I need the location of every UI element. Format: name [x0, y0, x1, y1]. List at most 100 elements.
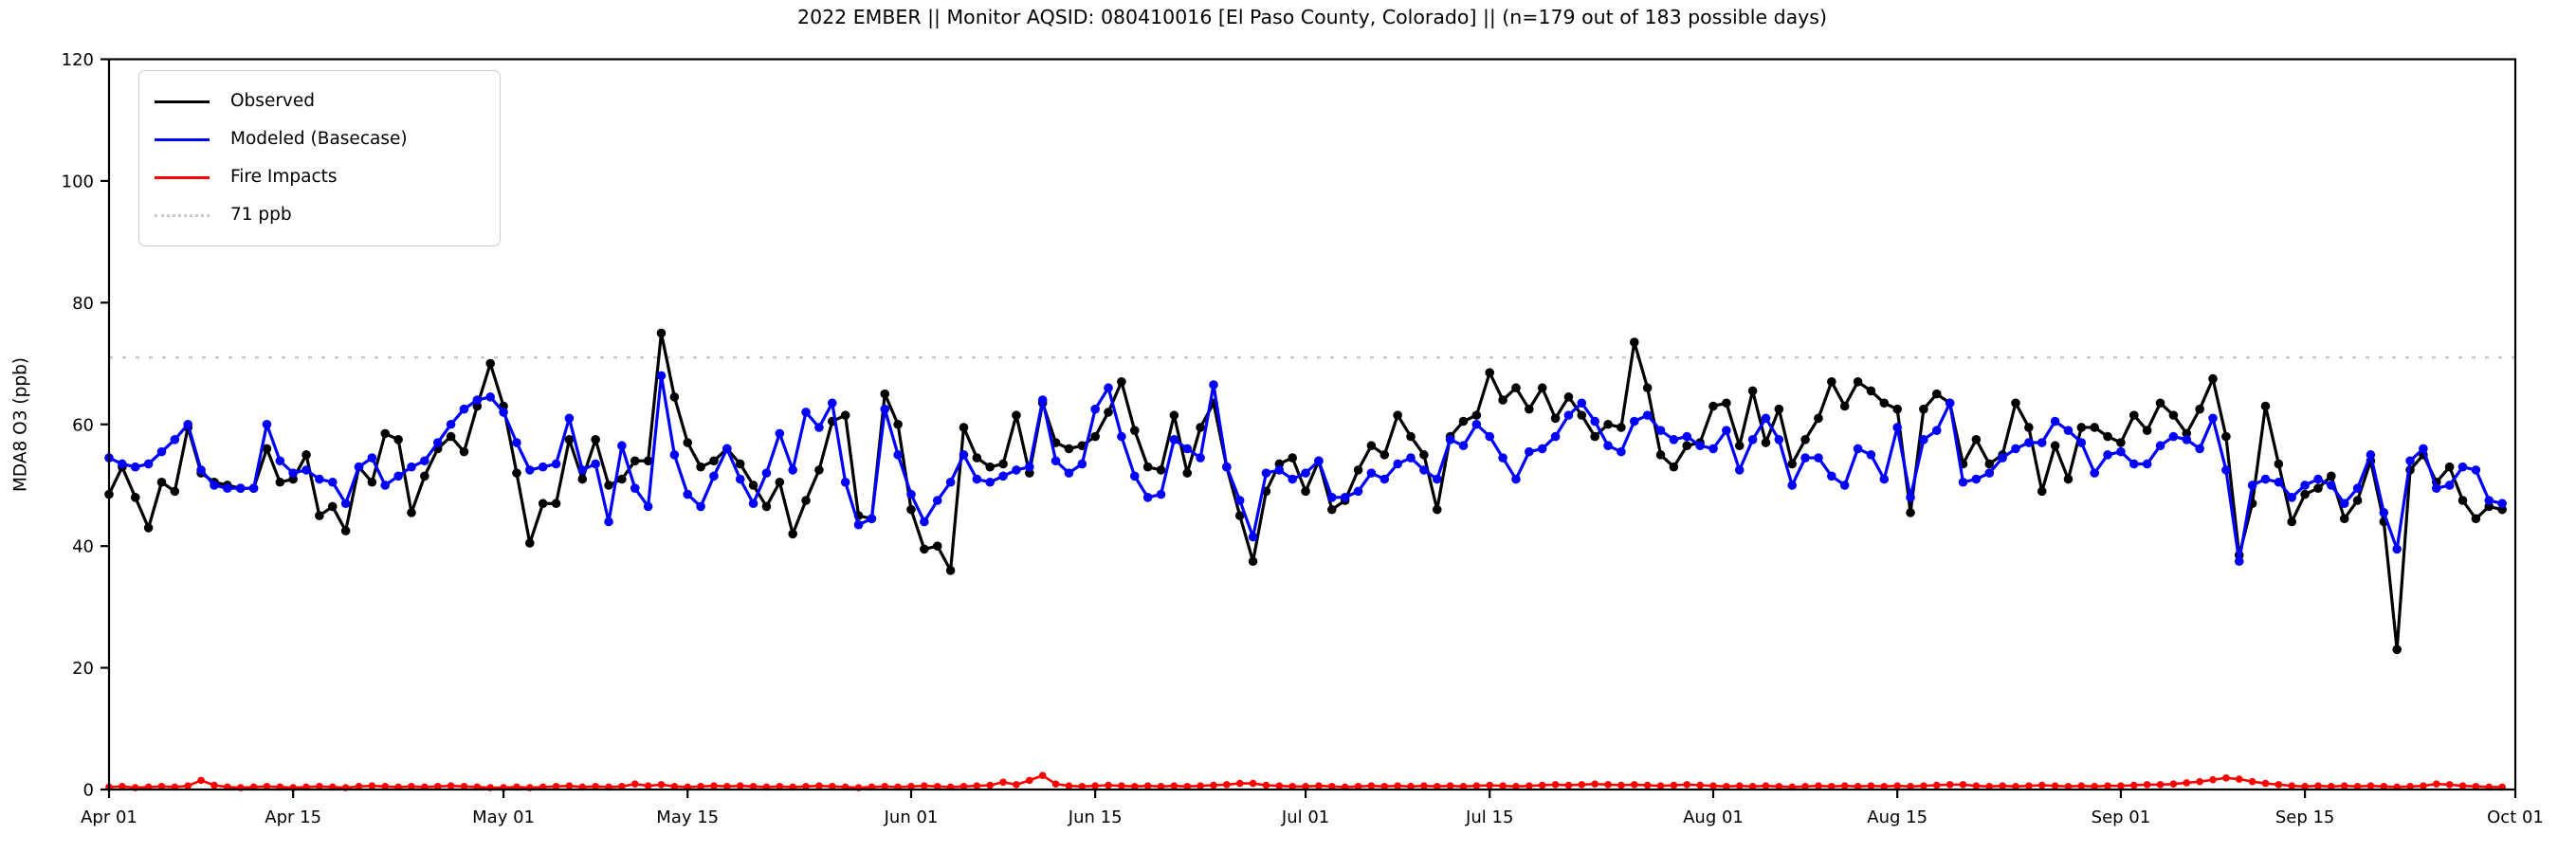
point-modeled — [577, 465, 588, 475]
point-observed — [2352, 496, 2363, 505]
point-modeled — [1525, 446, 1534, 457]
legend: Observed Modeled (Basecase) Fire Impacts… — [138, 70, 501, 246]
point-observed — [1629, 337, 1639, 347]
point-fire — [697, 782, 704, 790]
point-observed — [327, 501, 338, 512]
point-modeled — [1248, 532, 1258, 542]
x-tick-label: May 15 — [656, 808, 719, 827]
point-modeled — [1511, 474, 1521, 484]
point-fire — [1143, 782, 1152, 789]
point-modeled — [827, 398, 837, 408]
point-modeled — [1327, 493, 1337, 502]
point-modeled — [1142, 493, 1153, 502]
point-observed — [1379, 450, 1390, 460]
point-modeled — [1814, 453, 1823, 463]
point-observed — [748, 481, 758, 490]
point-fire — [355, 782, 363, 790]
point-observed — [1498, 395, 1507, 405]
point-fire — [670, 782, 679, 790]
point-fire — [2288, 782, 2296, 789]
point-observed — [2300, 489, 2310, 499]
point-fire — [2156, 781, 2165, 789]
point-modeled — [1550, 431, 1561, 442]
point-modeled — [920, 517, 929, 527]
point-observed — [1064, 444, 1074, 454]
point-modeled — [1366, 468, 1377, 478]
point-modeled — [315, 474, 324, 484]
point-fire — [1354, 782, 1362, 790]
x-tick-label: May 01 — [472, 808, 535, 827]
point-modeled — [1471, 419, 1482, 429]
point-observed — [2076, 423, 2087, 432]
point-modeled — [1182, 444, 1193, 454]
point-observed — [932, 541, 942, 551]
point-observed — [262, 444, 272, 454]
point-modeled — [1945, 398, 1955, 408]
point-observed — [1919, 404, 1928, 414]
point-fire — [1775, 782, 1783, 790]
y-tick-label: 120 — [62, 50, 94, 70]
point-fire — [921, 782, 928, 789]
point-fire — [2275, 781, 2283, 789]
point-fire — [1538, 781, 1546, 789]
point-fire — [1893, 782, 1901, 789]
point-modeled — [248, 483, 259, 493]
point-modeled — [1984, 468, 1995, 478]
point-modeled — [2379, 508, 2389, 517]
point-modeled — [945, 477, 956, 487]
point-observed — [1906, 508, 1915, 517]
point-observed — [630, 456, 640, 466]
point-fire — [197, 776, 205, 785]
point-fire — [1815, 782, 1822, 789]
point-modeled — [2366, 450, 2376, 460]
point-modeled — [604, 517, 613, 527]
point-fire — [1091, 782, 1099, 789]
point-fire — [1709, 782, 1717, 789]
point-modeled — [1261, 468, 1271, 478]
point-fire — [1578, 781, 1586, 789]
point-observed — [2208, 373, 2218, 384]
point-fire — [592, 782, 599, 790]
point-fire — [933, 782, 941, 790]
point-fire — [2314, 782, 2322, 789]
point-observed — [998, 459, 1008, 469]
legend-item-modeled: Modeled (Basecase) — [155, 120, 484, 158]
point-fire — [1656, 782, 1665, 789]
point-fire — [1630, 781, 1638, 789]
point-modeled — [1077, 459, 1087, 469]
threshold-line-sample — [155, 213, 210, 217]
chart-title: 2022 EMBER || Monitor AQSID: 080410016 [… — [797, 6, 1827, 28]
point-modeled — [1787, 481, 1798, 490]
point-fire — [1118, 782, 1125, 789]
point-modeled — [1774, 435, 1784, 445]
point-observed — [1288, 453, 1297, 463]
point-modeled — [2471, 465, 2481, 475]
point-observed — [2090, 423, 2099, 432]
point-observed — [170, 486, 180, 497]
point-modeled — [1432, 474, 1442, 484]
point-modeled — [354, 462, 364, 472]
point-modeled — [1998, 453, 2007, 463]
point-fire — [2051, 782, 2059, 789]
point-modeled — [1156, 489, 1166, 499]
point-observed — [340, 526, 351, 535]
point-modeled — [2155, 441, 2165, 451]
point-modeled — [2444, 481, 2455, 490]
point-modeled — [1025, 462, 1034, 472]
point-observed — [1682, 441, 1692, 451]
point-fire — [368, 782, 376, 789]
point-modeled — [2327, 481, 2336, 490]
point-modeled — [1419, 465, 1429, 475]
point-observed — [1327, 504, 1337, 515]
point-observed — [1971, 435, 1982, 445]
point-observed — [959, 423, 969, 432]
point-fire — [1683, 781, 1691, 789]
point-fire — [1932, 781, 1941, 789]
point-fire — [2130, 781, 2138, 789]
point-modeled — [1129, 471, 1140, 481]
point-fire — [1486, 781, 1494, 789]
point-fire — [999, 778, 1007, 787]
point-modeled — [1393, 459, 1402, 469]
point-modeled — [735, 474, 745, 484]
point-observed — [1169, 410, 1179, 420]
